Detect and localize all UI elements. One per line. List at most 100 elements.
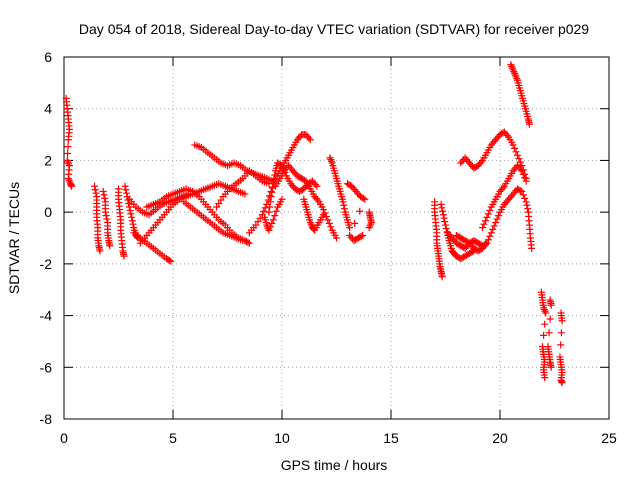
data-point (91, 186, 99, 194)
data-point (268, 188, 276, 196)
series-arc-10 (191, 141, 277, 185)
data-point (267, 193, 275, 201)
series-arc-18 (326, 154, 354, 232)
axis-tick-labels: 0 5 10 15 20 25 -8 -6 -4 -2 0 2 4 6 (40, 49, 617, 446)
data-point (513, 75, 521, 83)
data-point (524, 205, 532, 213)
data-point (521, 174, 529, 182)
data-point (512, 148, 520, 156)
data-point (480, 220, 488, 228)
data-point (326, 154, 334, 162)
data-point (522, 177, 530, 185)
data-point (340, 205, 348, 213)
series-arc-25 (457, 128, 530, 183)
data-point (324, 216, 332, 224)
data-point (516, 165, 524, 173)
data-point (101, 208, 109, 216)
data-point (484, 236, 492, 244)
data-point (325, 219, 333, 227)
data-point (100, 191, 108, 199)
data-point (540, 304, 548, 312)
chart-title: Day 054 of 2018, Sidereal Day-to-day VTE… (79, 21, 589, 37)
data-point (481, 241, 489, 249)
data-point (64, 136, 72, 144)
grid-lines (64, 57, 609, 419)
data-point (64, 158, 72, 166)
data-point (439, 211, 447, 219)
data-point (540, 306, 548, 314)
plot-frame (63, 56, 610, 420)
data-point (541, 307, 549, 315)
data-point (361, 195, 369, 203)
data-point (306, 136, 314, 144)
y-tick-label: -6 (40, 359, 53, 375)
x-tick-label: 20 (492, 430, 508, 446)
data-point (440, 214, 448, 222)
data-point (327, 157, 335, 165)
data-point (547, 301, 555, 309)
data-point (165, 256, 173, 264)
data-point (542, 309, 550, 317)
series-arc-17 (300, 195, 327, 234)
data-point (518, 167, 526, 175)
data-point (357, 232, 365, 240)
data-point (509, 141, 517, 149)
data-point (547, 363, 555, 371)
data-point (278, 195, 286, 203)
series-arc-09 (143, 185, 253, 247)
data-point (522, 198, 530, 206)
data-point (307, 220, 315, 228)
data-point (244, 238, 252, 246)
series-arc-04 (115, 185, 128, 260)
data-point (120, 252, 128, 260)
data-point (489, 225, 497, 233)
data-point (64, 175, 72, 183)
series-arc-27 (507, 61, 533, 128)
data-point (340, 201, 348, 209)
data-point (311, 181, 319, 189)
data-point (508, 64, 516, 72)
data-point (367, 220, 375, 228)
data-point (106, 242, 114, 250)
series-arc-12 (213, 167, 273, 211)
data-point (91, 182, 99, 190)
data-point (487, 229, 495, 237)
data-point (521, 194, 529, 202)
series-arc-29 (544, 296, 555, 371)
data-point (541, 374, 549, 382)
data-point (271, 171, 279, 179)
data-point (333, 234, 340, 242)
data-point (167, 257, 175, 265)
data-point (558, 379, 566, 387)
data-point (495, 212, 503, 220)
data-point (519, 170, 527, 178)
data-point (65, 160, 73, 168)
data-point (127, 210, 135, 218)
data-point (518, 187, 526, 195)
data-point (99, 187, 107, 195)
x-tick-label: 25 (601, 430, 617, 446)
data-point (265, 208, 273, 216)
data-point (438, 204, 446, 212)
data-point (103, 215, 111, 223)
data-point (265, 226, 273, 234)
data-point (128, 213, 136, 221)
series-arc-24 (452, 185, 536, 255)
data-point (492, 218, 500, 226)
data-point (65, 176, 73, 184)
data-point (481, 217, 489, 225)
data-point (558, 317, 566, 325)
data-point (439, 207, 447, 215)
series-arc-03 (99, 187, 114, 250)
series-arc-02 (91, 182, 104, 255)
series-arc-01 (62, 94, 76, 190)
y-tick-label: -2 (40, 256, 53, 272)
series-arc-11 (180, 198, 247, 245)
data-point (321, 209, 329, 217)
data-point (124, 196, 132, 204)
data-point (125, 203, 133, 211)
y-tick-label: 4 (44, 101, 52, 117)
data-point (511, 144, 519, 152)
data-point (507, 61, 515, 69)
data-point (493, 215, 501, 223)
